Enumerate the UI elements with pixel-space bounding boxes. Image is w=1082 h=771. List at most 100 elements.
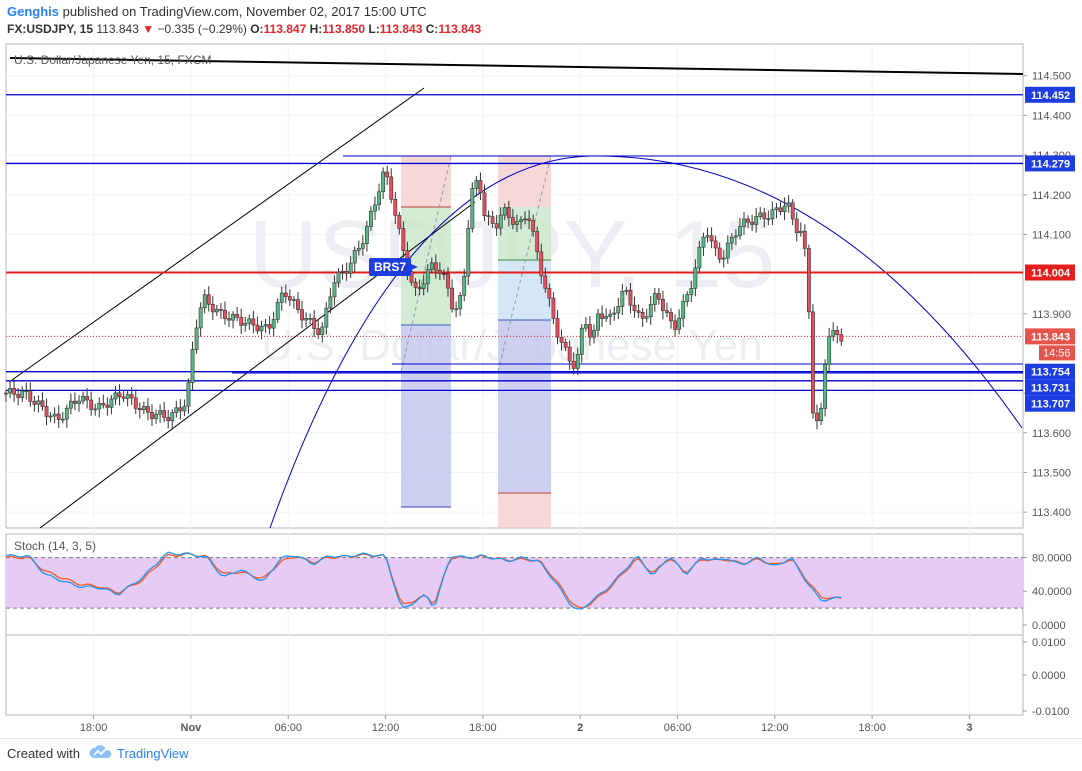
- candle[interactable]: [725, 235, 730, 264]
- candle[interactable]: [474, 176, 479, 197]
- candle[interactable]: [198, 302, 203, 337]
- candle[interactable]: [523, 211, 527, 225]
- candle[interactable]: [494, 215, 499, 236]
- channel-upper-line[interactable]: [11, 87, 425, 381]
- candle[interactable]: [640, 308, 645, 327]
- candle[interactable]: [608, 309, 613, 325]
- candle[interactable]: [32, 396, 37, 412]
- candle[interactable]: [421, 275, 426, 296]
- candle[interactable]: [28, 382, 33, 407]
- candle[interactable]: [652, 287, 657, 312]
- candle[interactable]: [97, 397, 102, 418]
- candle[interactable]: [12, 379, 17, 402]
- candle[interactable]: [214, 304, 219, 317]
- candle[interactable]: [369, 206, 373, 231]
- candle[interactable]: [685, 291, 690, 307]
- candle[interactable]: [283, 284, 288, 304]
- candle[interactable]: [648, 295, 653, 325]
- candle[interactable]: [527, 210, 531, 230]
- candle[interactable]: [636, 304, 641, 319]
- candle[interactable]: [811, 304, 815, 419]
- candle[interactable]: [547, 283, 552, 307]
- candle[interactable]: [8, 381, 12, 399]
- candle[interactable]: [665, 302, 669, 318]
- candle[interactable]: [433, 254, 438, 279]
- candle[interactable]: [583, 316, 588, 332]
- candle[interactable]: [567, 340, 572, 370]
- candle[interactable]: [141, 401, 146, 414]
- short-position-tool[interactable]: [400, 155, 452, 508]
- candle[interactable]: [579, 324, 584, 363]
- candle[interactable]: [154, 409, 158, 424]
- candle[interactable]: [292, 296, 296, 309]
- candle[interactable]: [815, 404, 819, 430]
- candle[interactable]: [247, 314, 252, 330]
- empty-pane[interactable]: [5, 634, 1024, 716]
- candle[interactable]: [754, 207, 759, 233]
- candle[interactable]: [543, 267, 548, 293]
- candle[interactable]: [502, 203, 507, 221]
- candle[interactable]: [738, 217, 742, 240]
- candle[interactable]: [466, 219, 471, 285]
- trendlines[interactable]: [9, 57, 1024, 529]
- candle[interactable]: [482, 184, 487, 222]
- candle[interactable]: [628, 283, 633, 314]
- candle[interactable]: [101, 394, 106, 409]
- candle[interactable]: [231, 311, 235, 329]
- candle[interactable]: [616, 297, 621, 320]
- candle[interactable]: [52, 407, 57, 424]
- candle[interactable]: [669, 308, 673, 329]
- candle[interactable]: [287, 289, 292, 306]
- candle[interactable]: [697, 240, 702, 273]
- candle[interactable]: [129, 386, 134, 406]
- candle[interactable]: [644, 308, 649, 323]
- candle[interactable]: [385, 165, 390, 186]
- candle[interactable]: [750, 214, 755, 232]
- candle[interactable]: [381, 167, 386, 199]
- candle[interactable]: [632, 296, 637, 318]
- candle[interactable]: [133, 389, 138, 414]
- candle[interactable]: [819, 402, 823, 426]
- candle[interactable]: [105, 397, 110, 416]
- long-position-tool[interactable]: [497, 155, 552, 528]
- candle[interactable]: [588, 315, 592, 346]
- candle[interactable]: [113, 385, 118, 405]
- candle[interactable]: [454, 301, 459, 318]
- candle[interactable]: [831, 322, 836, 342]
- candle[interactable]: [446, 267, 450, 297]
- candle[interactable]: [689, 280, 694, 303]
- candle[interactable]: [36, 395, 41, 413]
- candle[interactable]: [794, 212, 799, 242]
- candle[interactable]: [600, 305, 604, 327]
- candle[interactable]: [661, 290, 665, 320]
- candle[interactable]: [612, 306, 617, 321]
- time-axis[interactable]: 18:00 Nov 06:00 12:00 18:00 2 06:00 12:00 18:00 3: [80, 715, 973, 734]
- candle[interactable]: [162, 401, 167, 423]
- candle[interactable]: [279, 286, 284, 311]
- candle[interactable]: [16, 387, 21, 406]
- candle[interactable]: [121, 390, 126, 403]
- candle[interactable]: [81, 391, 85, 405]
- candle[interactable]: [109, 395, 114, 415]
- candle[interactable]: [227, 311, 231, 328]
- candle[interactable]: [243, 316, 248, 332]
- brs7-annotation[interactable]: BRS7: [369, 258, 418, 276]
- candle[interactable]: [364, 220, 369, 252]
- candle[interactable]: [352, 246, 357, 272]
- candle[interactable]: [64, 404, 69, 428]
- candle[interactable]: [68, 393, 73, 415]
- candle[interactable]: [344, 262, 349, 281]
- candle[interactable]: [24, 382, 29, 400]
- candle[interactable]: [348, 256, 353, 279]
- candle[interactable]: [182, 399, 187, 417]
- candle[interactable]: [701, 232, 706, 256]
- candle[interactable]: [470, 182, 475, 233]
- candle[interactable]: [401, 221, 406, 258]
- candle[interactable]: [4, 389, 8, 402]
- candle[interactable]: [312, 310, 317, 338]
- candle[interactable]: [397, 211, 402, 235]
- candle[interactable]: [158, 404, 162, 423]
- candle[interactable]: [166, 409, 171, 429]
- long-downtrend-line[interactable]: [9, 57, 1024, 75]
- candle[interactable]: [40, 392, 45, 411]
